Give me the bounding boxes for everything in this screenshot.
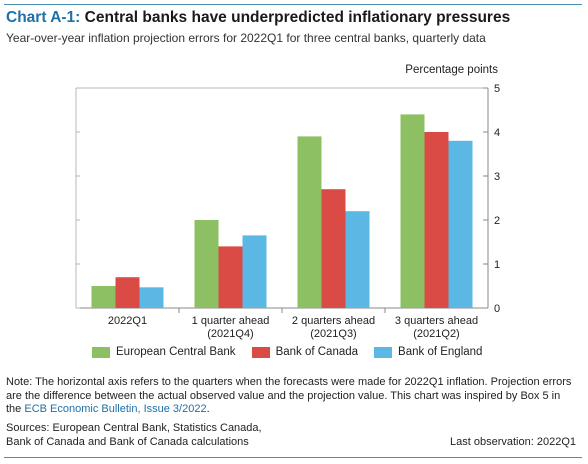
bottom-rule	[4, 457, 582, 458]
legend-swatch	[374, 346, 393, 358]
y-axis-unit-label: Percentage points	[405, 64, 498, 76]
legend-label: Bank of England	[398, 346, 483, 358]
legend-item: Bank of Canada	[251, 346, 359, 358]
x-tick-label: (2021Q2)	[413, 328, 459, 340]
note-text: Note: The horizontal axis refers to the …	[6, 376, 572, 416]
bar	[321, 189, 346, 308]
top-rule	[4, 4, 582, 5]
bar	[139, 287, 164, 308]
x-tick-label: 1 quarter ahead	[192, 315, 270, 327]
chart-legend: European Central Bank Bank of Canada Bank …	[92, 346, 482, 358]
x-tick-label: (2021Q4)	[207, 328, 253, 340]
bar	[242, 235, 267, 308]
chart-title: Chart A-1: Central banks have underpredi…	[6, 9, 510, 27]
bar	[400, 114, 425, 309]
bar	[424, 132, 449, 308]
chart-title-text: Central banks have underpredicted inflat…	[80, 9, 511, 26]
y-tick-label: 1	[494, 259, 500, 271]
y-tick-label: 4	[494, 127, 500, 139]
x-tick-label: 3 quarters ahead	[395, 315, 478, 327]
legend-label: European Central Bank	[116, 346, 236, 358]
bar	[218, 246, 243, 308]
x-tick-label: (2021Q3)	[310, 328, 356, 340]
y-tick-label: 0	[494, 303, 500, 315]
x-tick-label: 2022Q1	[108, 315, 147, 327]
legend-swatch	[92, 346, 110, 358]
chart-number: Chart A-1:	[6, 9, 81, 26]
bar	[194, 220, 219, 308]
chart-sources: Sources: European Central Bank, Statisti…	[6, 422, 262, 449]
chart-note: Note: The horizontal axis refers to the …	[6, 376, 576, 417]
y-tick-label: 3	[494, 171, 500, 183]
y-tick-label: 2	[494, 215, 500, 227]
legend-label: Bank of Canada	[275, 346, 359, 358]
y-tick-label: 5	[494, 83, 500, 95]
sources-line-2: Bank of Canada and Bank of Canada calcul…	[6, 435, 249, 448]
legend-item: European Central Bank	[92, 346, 236, 358]
ecb-bulletin-link[interactable]: ECB Economic Bulletin, Issue 3/2022	[24, 403, 207, 416]
x-tick-label: 2 quarters ahead	[292, 315, 375, 327]
last-observation: Last observation: 2022Q1	[450, 436, 576, 448]
bar	[345, 211, 370, 308]
note-end: .	[206, 403, 210, 416]
sources-line-1: Sources: European Central Bank, Statisti…	[6, 422, 262, 434]
bar	[448, 140, 473, 308]
bar	[297, 136, 322, 308]
bar	[91, 286, 116, 308]
bar	[115, 277, 140, 308]
chart-subtitle: Year-over-year inflation projection erro…	[6, 31, 486, 45]
legend-swatch	[251, 346, 270, 358]
legend-item: Bank of England	[374, 346, 482, 358]
